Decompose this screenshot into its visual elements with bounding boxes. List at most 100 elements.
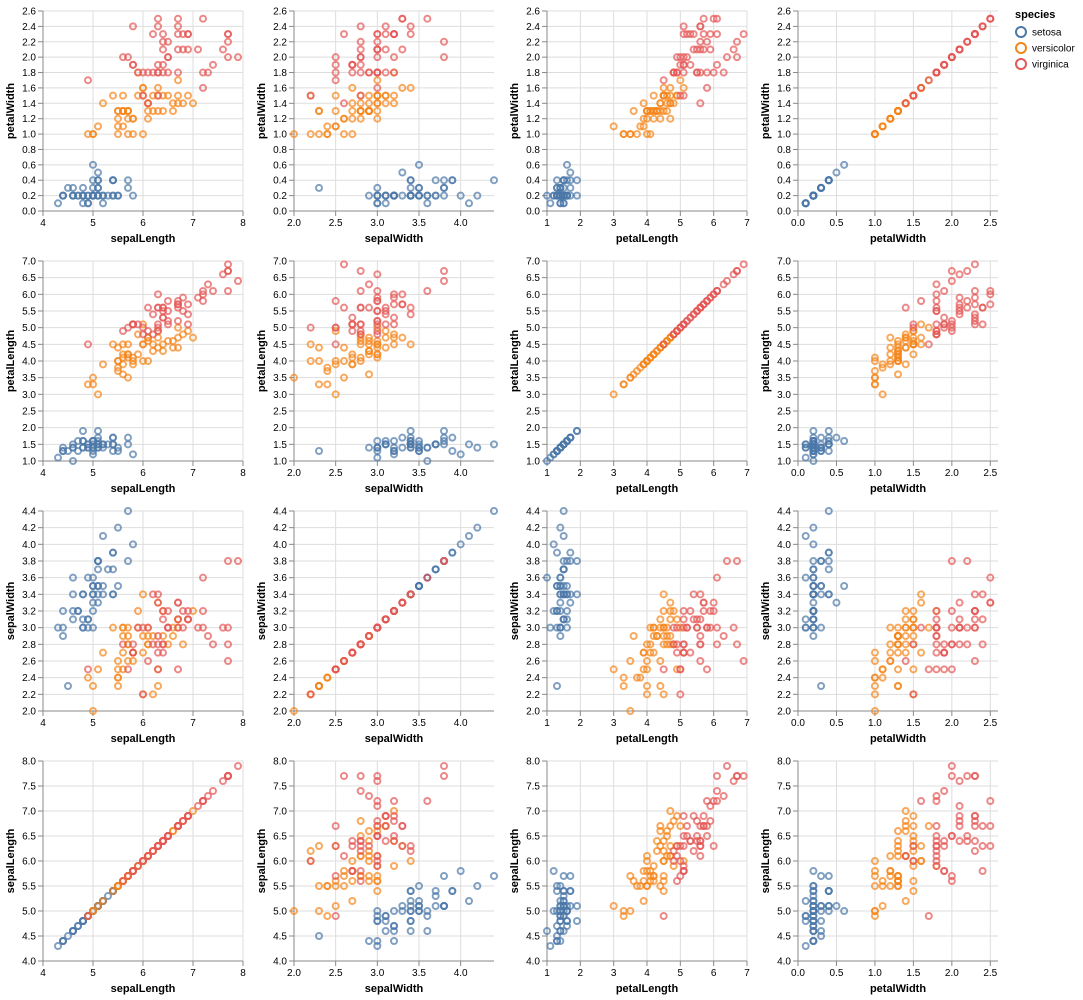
y-tick-label: 0.0 xyxy=(22,207,36,218)
point-versicolor xyxy=(643,682,651,690)
point-setosa xyxy=(801,573,810,582)
point-virginica xyxy=(709,68,718,77)
point-virginica xyxy=(129,60,137,69)
point-virginica xyxy=(331,842,340,850)
point-versicolor xyxy=(348,83,357,92)
point-versicolor xyxy=(639,99,648,108)
point-virginica xyxy=(706,293,715,302)
point-versicolor xyxy=(643,657,651,665)
point-setosa xyxy=(365,937,373,945)
point-setosa xyxy=(546,199,555,208)
point-virginica xyxy=(947,772,956,780)
point-setosa xyxy=(373,917,382,925)
y-tick-label: 3.6 xyxy=(777,573,791,584)
point-setosa xyxy=(94,557,102,565)
point-virginica xyxy=(209,640,217,649)
point-setosa xyxy=(546,942,555,950)
point-versicolor xyxy=(663,91,671,100)
legend-item-virginica[interactable]: virginica xyxy=(1015,58,1069,71)
point-versicolor xyxy=(169,343,177,352)
point-versicolor xyxy=(636,673,645,682)
point-versicolor xyxy=(189,807,197,815)
legend-item-versicolor[interactable]: versicolor xyxy=(1015,42,1075,55)
point-virginica xyxy=(947,607,956,615)
x-tick-label: 1 xyxy=(544,718,550,729)
point-setosa xyxy=(448,447,457,455)
y-tick-label: 5.0 xyxy=(22,323,36,334)
data-points xyxy=(543,14,748,208)
y-tick-label: 5.5 xyxy=(273,307,287,318)
point-virginica xyxy=(932,307,941,315)
point-virginica xyxy=(234,557,242,565)
point-virginica xyxy=(713,30,721,39)
point-virginica xyxy=(331,53,340,62)
point-versicolor xyxy=(878,363,887,372)
y-tick-label: 4.0 xyxy=(273,357,287,368)
x-tick-label: 0.0 xyxy=(791,468,805,479)
x-tick-label: 7 xyxy=(744,218,750,229)
point-setosa xyxy=(809,615,818,624)
point-setosa xyxy=(809,927,818,935)
point-setosa xyxy=(809,427,818,435)
x-axis-title: sepalWidth xyxy=(365,233,424,245)
point-virginica xyxy=(84,340,92,349)
point-virginica xyxy=(683,822,691,830)
y-tick-label: 3.6 xyxy=(273,573,287,584)
y-axis-title: petalLength xyxy=(256,330,268,393)
point-virginica xyxy=(154,60,162,69)
y-tick-label: 5.0 xyxy=(777,907,791,918)
point-versicolor xyxy=(174,333,182,342)
point-virginica xyxy=(154,648,162,657)
data-points xyxy=(801,14,995,208)
point-virginica xyxy=(381,68,390,77)
point-virginica xyxy=(179,817,187,825)
point-virginica xyxy=(373,772,382,780)
point-setosa xyxy=(563,615,571,624)
point-versicolor xyxy=(315,130,323,139)
point-virginica xyxy=(901,99,910,108)
point-virginica xyxy=(373,623,382,632)
x-axis-title: sepalLength xyxy=(111,733,176,745)
point-virginica xyxy=(659,340,668,349)
point-virginica xyxy=(932,632,941,640)
point-setosa xyxy=(801,443,810,452)
point-virginica xyxy=(932,615,941,624)
point-setosa xyxy=(566,598,575,607)
y-tick-label: 4.2 xyxy=(22,523,36,534)
y-tick-label: 1.0 xyxy=(273,457,287,468)
x-tick-label: 5 xyxy=(678,718,684,729)
point-virginica xyxy=(356,787,365,795)
point-versicolor xyxy=(114,343,122,352)
point-setosa xyxy=(573,590,581,599)
point-versicolor xyxy=(114,673,122,682)
point-setosa xyxy=(406,191,415,200)
point-versicolor xyxy=(649,91,658,100)
point-setosa xyxy=(373,443,382,452)
panel-sepalLength-vs-sepalWidth: 2.0 2.5 3.0 3.5 4.0 4.0 4.5 5.0 5.5 6.0 6.5 7.0 7.5 8… xyxy=(256,757,498,995)
legend-item-setosa[interactable]: setosa xyxy=(1015,26,1062,39)
point-setosa xyxy=(398,443,407,452)
point-versicolor xyxy=(909,832,918,840)
point-virginica xyxy=(390,313,398,322)
data-points xyxy=(801,507,995,715)
point-virginica xyxy=(970,615,979,624)
x-tick-label: 2.0 xyxy=(945,218,959,229)
point-virginica xyxy=(932,68,941,77)
point-virginica xyxy=(679,623,688,632)
point-versicolor xyxy=(315,343,323,352)
y-tick-label: 1.6 xyxy=(777,83,791,94)
point-setosa xyxy=(440,872,448,880)
gridlines xyxy=(797,10,998,212)
y-tick-label: 6.5 xyxy=(273,832,287,843)
x-tick-label: 2 xyxy=(578,968,584,979)
point-setosa xyxy=(832,598,841,607)
point-virginica xyxy=(986,14,995,23)
point-virginica xyxy=(331,340,340,349)
point-setosa xyxy=(109,590,117,599)
point-setosa xyxy=(129,191,137,200)
y-tick-label: 4.0 xyxy=(273,540,287,551)
point-setosa xyxy=(406,887,415,895)
point-setosa xyxy=(114,447,122,455)
point-virginica xyxy=(932,797,941,805)
point-virginica xyxy=(348,327,357,335)
